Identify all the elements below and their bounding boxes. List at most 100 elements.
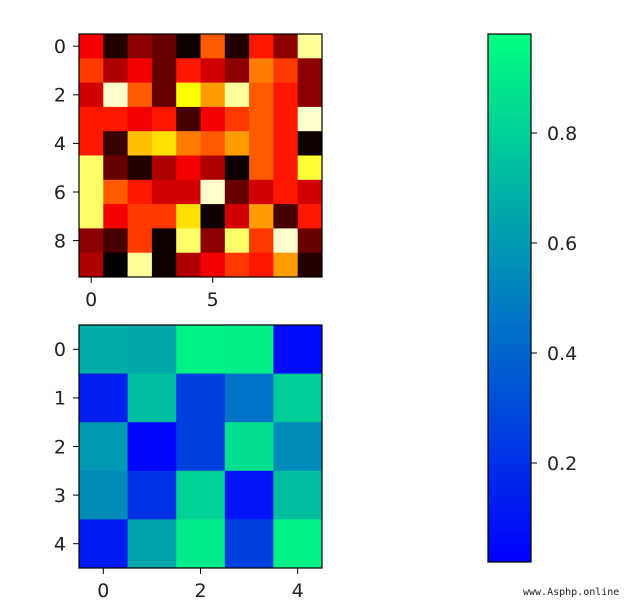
hot-heatmap-x-ticks: 0 5 (85, 277, 219, 311)
hot-heatmap-cell-r5-c4 (176, 155, 201, 181)
hot-heatmap-cell-r8-c9 (297, 228, 323, 254)
hot-heatmap-cell-r8-c4 (176, 228, 201, 254)
hot-heatmap-cell-r7-c1 (103, 204, 128, 229)
hot-heatmap-cell-r1-c4 (176, 58, 201, 83)
winter-heatmap-cell-r4-c3 (224, 519, 274, 569)
hot-heatmap-cell-r9-c2 (127, 252, 153, 278)
hot-heatmap-cell-r0-c0 (79, 34, 104, 59)
colorbar-tick-label: 0.2 (547, 453, 577, 475)
winter-heatmap-cell-r1-c1 (127, 373, 177, 423)
hot-heatmap-cell-r6-c7 (249, 179, 274, 205)
winter-heatmap-y-tick-label: 0 (54, 339, 66, 361)
hot-heatmap-cell-r1-c7 (249, 58, 274, 83)
colorbar-tick-label: 0.4 (547, 343, 577, 365)
hot-heatmap-cell-r0-c6 (224, 34, 250, 59)
hot-heatmap-cell-r5-c1 (103, 155, 128, 181)
hot-heatmap-cell-r4-c3 (151, 131, 177, 156)
winter-heatmap-cell-r2-c4 (273, 422, 323, 472)
winter-heatmap-y-tick-label: 4 (54, 534, 66, 556)
hot-heatmap-cell-r8-c6 (224, 228, 250, 254)
hot-heatmap-cell-r4-c1 (103, 131, 128, 156)
hot-heatmap-cell-r8-c2 (127, 228, 153, 254)
hot-heatmap-cell-r5-c6 (224, 155, 250, 181)
hot-heatmap-cell-r1-c0 (79, 58, 104, 83)
hot-heatmap-cell-r3-c0 (79, 106, 104, 132)
hot-heatmap-cell-r8-c0 (79, 228, 104, 254)
hot-heatmap-cell-r1-c9 (297, 58, 323, 83)
hot-heatmap-frame (78, 33, 323, 278)
colorbar-tick-label: 0.6 (547, 233, 577, 255)
hot-heatmap-y-tick-label: 6 (54, 182, 66, 204)
winter-heatmap-cell-r2-c3 (224, 422, 274, 472)
hot-heatmap-cell-r6-c4 (176, 179, 201, 205)
hot-heatmap-cell-r4-c0 (79, 131, 104, 156)
hot-heatmap-cell-r7-c8 (273, 204, 299, 229)
colorbar-tick-label: 0.8 (547, 123, 577, 145)
hot-heatmap-cell-r0-c4 (176, 34, 201, 59)
hot-heatmap-cell-r3-c6 (224, 106, 250, 132)
hot-heatmap-y-tick-label: 2 (54, 85, 66, 107)
hot-heatmap-y-tick-label: 4 (54, 133, 66, 155)
hot-heatmap-cell-r2-c1 (103, 82, 128, 108)
colorbar: 0.2 0.4 0.6 0.8 (487, 33, 577, 563)
hot-heatmap-cell-r5-c2 (127, 155, 153, 181)
hot-heatmap-cell-r1-c5 (200, 58, 226, 83)
hot-heatmap-x-tick-label: 0 (85, 289, 97, 311)
winter-heatmap-cell-r4-c2 (176, 519, 226, 569)
winter-heatmap-x-tick-label: 2 (194, 580, 206, 602)
hot-heatmap-cell-r4-c4 (176, 131, 201, 156)
hot-heatmap-cell-r6-c0 (79, 179, 104, 205)
hot-heatmap-cell-r0-c7 (249, 34, 274, 59)
hot-heatmap-cell-r2-c2 (127, 82, 153, 108)
hot-heatmap-cell-r9-c3 (151, 252, 177, 278)
winter-heatmap-x-ticks: 0 2 4 (97, 568, 304, 602)
colorbar-gradient (487, 33, 532, 563)
hot-heatmap-cell-r7-c9 (297, 204, 323, 229)
hot-heatmap-cell-r1-c1 (103, 58, 128, 83)
winter-heatmap-cell-r2-c2 (176, 422, 226, 472)
hot-heatmap-y-ticks: 0 2 4 6 8 (54, 36, 79, 252)
hot-heatmap-x-tick-label: 5 (207, 289, 219, 311)
hot-heatmap-cell-r0-c9 (297, 34, 323, 59)
hot-heatmap-cell-r0-c5 (200, 34, 226, 59)
winter-heatmap-cell-r0-c3 (224, 325, 274, 374)
hot-heatmap-cell-r6-c9 (297, 179, 323, 205)
winter-heatmap-cell-r0-c0 (79, 325, 128, 374)
winter-heatmap-cell-r0-c1 (127, 325, 177, 374)
hot-heatmap-cell-r4-c2 (127, 131, 153, 156)
hot-heatmap-cell-r9-c0 (79, 252, 104, 278)
hot-heatmap-cell-r8-c1 (103, 228, 128, 254)
winter-heatmap-cell-r0-c4 (273, 325, 323, 374)
winter-heatmap-cell-r4-c4 (273, 519, 323, 569)
hot-heatmap-cell-r1-c8 (273, 58, 299, 83)
hot-heatmap-cell-r6-c8 (273, 179, 299, 205)
hot-heatmap-cell-r3-c4 (176, 106, 201, 132)
hot-heatmap-cell-r9-c5 (200, 252, 226, 278)
hot-heatmap-cell-r0-c2 (127, 34, 153, 59)
hot-heatmap-cell-r4-c5 (200, 131, 226, 156)
hot-heatmap-cell-r2-c4 (176, 82, 201, 108)
winter-heatmap-cell-r1-c3 (224, 373, 274, 423)
winter-heatmap-y-tick-label: 2 (54, 436, 66, 458)
hot-heatmap-cell-r6-c3 (151, 179, 177, 205)
hot-heatmap-cell-r5-c0 (79, 155, 104, 181)
winter-heatmap-cell-r1-c0 (79, 373, 128, 423)
hot-heatmap-cell-r7-c6 (224, 204, 250, 229)
hot-heatmap-cell-r5-c5 (200, 155, 226, 181)
hot-heatmap-y-tick-label: 0 (54, 36, 66, 58)
hot-heatmap-cell-r9-c9 (297, 252, 323, 278)
winter-heatmap-y-tick-label: 1 (54, 388, 66, 410)
hot-heatmap-cell-r3-c1 (103, 106, 128, 132)
winter-heatmap-cell-r2-c1 (127, 422, 177, 472)
hot-heatmap-cell-r8-c7 (249, 228, 274, 254)
colorbar-ticks: 0.2 0.4 0.6 0.8 (531, 123, 577, 475)
hot-heatmap-cell-r8-c5 (200, 228, 226, 254)
winter-heatmap-cell-r4-c1 (127, 519, 177, 569)
hot-heatmap-cell-r3-c9 (297, 106, 323, 132)
hot-heatmap-cell-r8-c8 (273, 228, 299, 254)
winter-heatmap-cell-r3-c0 (79, 470, 128, 520)
hot-heatmap-cell-r1-c3 (151, 58, 177, 83)
winter-heatmap-x-tick-label: 4 (292, 580, 304, 602)
hot-heatmap-cell-r7-c0 (79, 204, 104, 229)
